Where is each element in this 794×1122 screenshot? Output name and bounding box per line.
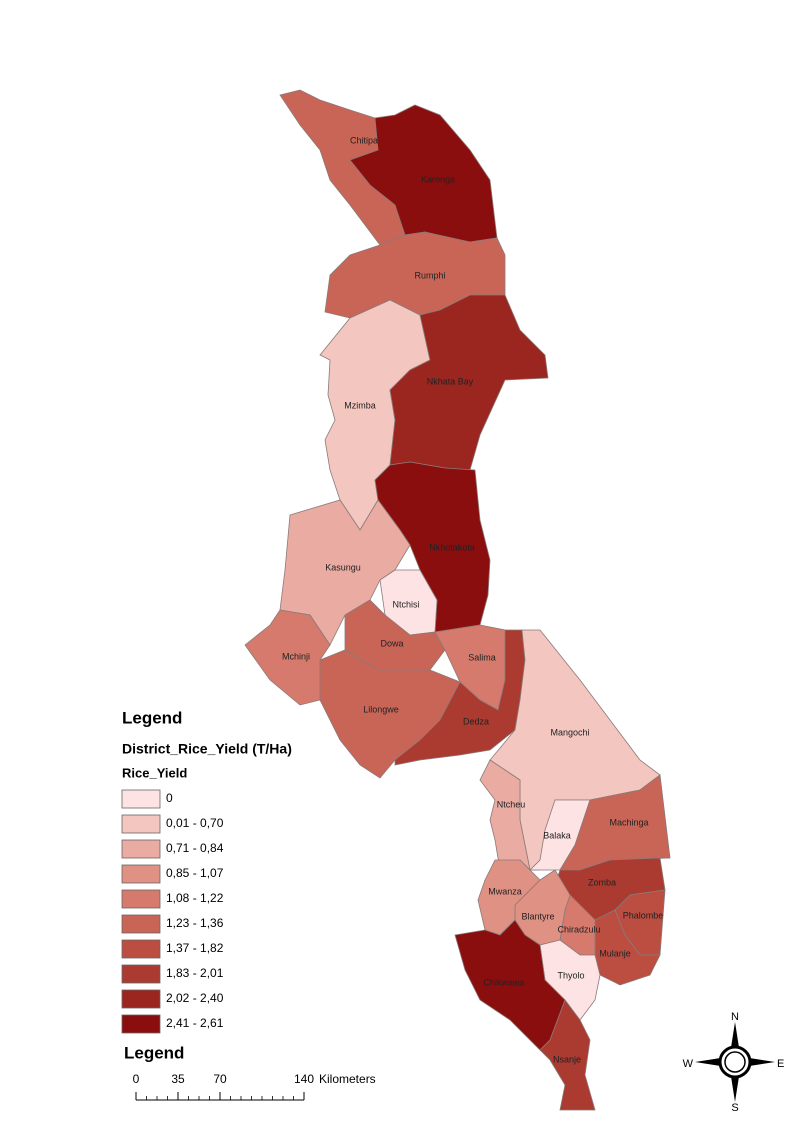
legend-title: Legend [122, 708, 182, 727]
scale-legend-title: Legend [124, 1043, 184, 1062]
legend-label: 1,23 - 1,36 [166, 916, 224, 930]
district-labels: Chitipa Karonga Rumphi Mzimba Nkhata Bay… [282, 135, 663, 1064]
district-label: Lilongwe [363, 704, 399, 714]
scale-tick-label: 35 [171, 1072, 185, 1086]
legend: 0 0,01 - 0,70 0,71 - 0,84 0,85 - 1,07 1,08 -… [121, 789, 224, 1034]
legend-label: 0,85 - 1,07 [166, 866, 224, 880]
district-label: Ntchisi [392, 599, 419, 609]
legend-swatch [121, 914, 161, 934]
legend-label: 1,08 - 1,22 [166, 891, 224, 905]
district-label: Thyolo [557, 970, 584, 980]
compass-ring [724, 1051, 746, 1073]
district-label: Balaka [543, 830, 571, 840]
district-label: Mulanje [599, 948, 631, 958]
district-label: Mwanza [488, 886, 522, 896]
district-label: Dedza [463, 716, 489, 726]
compass: N E S W [683, 1011, 785, 1114]
district-label: Ntcheu [497, 799, 526, 809]
district-label: Machinga [609, 817, 648, 827]
compass-n: N [731, 1011, 739, 1023]
compass-s: S [731, 1102, 738, 1114]
legend-swatch [121, 939, 161, 959]
legend-label: 2,02 - 2,40 [166, 991, 224, 1005]
district-label: Chitipa [350, 135, 378, 145]
legend-swatch [121, 839, 161, 859]
legend-swatch [121, 889, 161, 909]
district-label: Nkhata Bay [427, 376, 474, 386]
legend-label: 0,71 - 0,84 [166, 841, 224, 855]
district-label: Mzimba [344, 400, 376, 410]
scale-unit: Kilometers [319, 1072, 376, 1086]
scale-bar: 0 35 70 140 Kilometers [133, 1072, 376, 1101]
legend-swatch [121, 1014, 161, 1034]
legend-label: 1,83 - 2,01 [166, 966, 224, 980]
legend-label: 2,41 - 2,61 [166, 1016, 224, 1030]
district-label: Mchinji [282, 651, 310, 661]
compass-w: W [683, 1058, 694, 1070]
district [244, 609, 331, 706]
legend-swatch [121, 789, 161, 809]
district-label: Nsanje [553, 1054, 581, 1064]
scale-tick-label: 140 [294, 1072, 314, 1086]
legend-label: 0,01 - 0,70 [166, 816, 224, 830]
legend-swatch [121, 814, 161, 834]
scale-tick-label: 70 [213, 1072, 227, 1086]
district-label: Dowa [380, 638, 403, 648]
district-label: Salima [468, 652, 496, 662]
field-name: Rice_Yield [122, 765, 187, 780]
districts [244, 89, 671, 1111]
scale-tick-label: 0 [133, 1072, 140, 1086]
legend-swatch [121, 989, 161, 1009]
layer-title: District_Rice_Yield (T/Ha) [122, 741, 292, 757]
district-label: Nkhotakota [429, 542, 475, 552]
district [389, 294, 549, 471]
district-label: Blantyre [521, 911, 554, 921]
legend-swatch [121, 864, 161, 884]
legend-label: 0 [166, 791, 173, 805]
district-label: Karonga [421, 174, 455, 184]
district-label: Zomba [588, 877, 616, 887]
district [454, 919, 566, 1051]
district [539, 999, 596, 1111]
district-label: Phalombe [623, 910, 664, 920]
district-label: Kasungu [325, 562, 361, 572]
district-label: Chiradzulu [557, 924, 600, 934]
compass-e: E [777, 1058, 784, 1070]
district-label: Mangochi [550, 727, 589, 737]
legend-label: 1,37 - 1,82 [166, 941, 224, 955]
legend-swatch [121, 964, 161, 984]
district-label: Chikwawa [483, 977, 524, 987]
district-label: Rumphi [414, 270, 445, 280]
